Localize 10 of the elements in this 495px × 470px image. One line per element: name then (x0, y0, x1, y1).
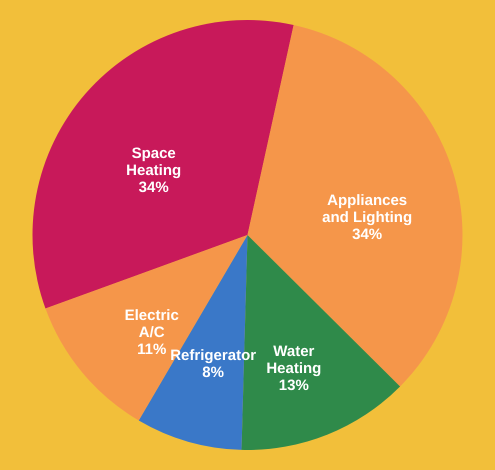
slice-label: Water Heating (266, 342, 322, 377)
data-label: 11% (137, 340, 166, 358)
data-label: 34% (352, 226, 382, 243)
data-label: 13% (278, 376, 309, 394)
data-label: 34% (138, 178, 169, 196)
slice-label: Electric A/C (124, 306, 179, 341)
slice-label: Space Heating (126, 144, 182, 179)
pie-slice (32, 20, 294, 309)
data-label: 8% (202, 364, 224, 381)
slice-label: Appliances and Lighting (322, 192, 412, 226)
